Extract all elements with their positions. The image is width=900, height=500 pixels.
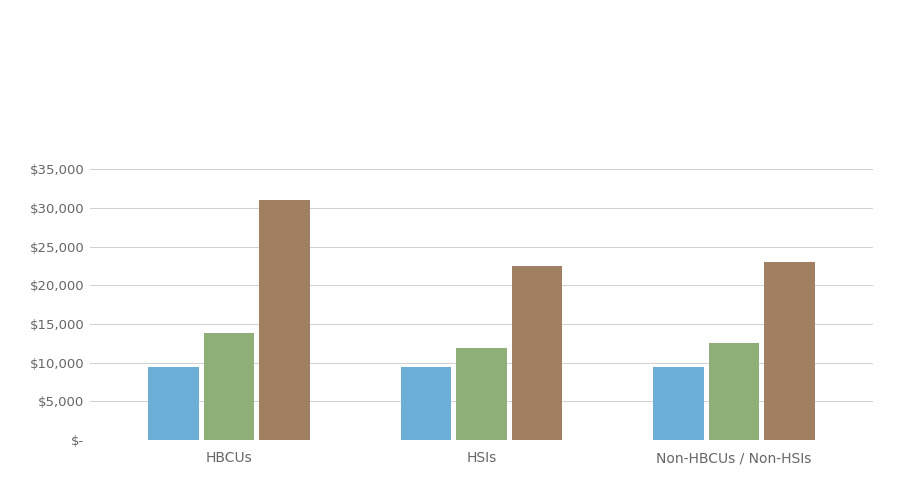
Bar [709,344,760,440]
Bar [456,348,507,440]
Legend: Certificate, Associate Degree, Bachelor's Degree: Certificate, Associate Degree, Bachelor'… [256,499,706,500]
Bar [148,366,199,440]
Bar [203,332,254,440]
Bar [653,366,704,440]
Bar [512,266,562,440]
Bar [400,366,451,440]
Bar [764,262,815,440]
Bar [259,200,310,440]
